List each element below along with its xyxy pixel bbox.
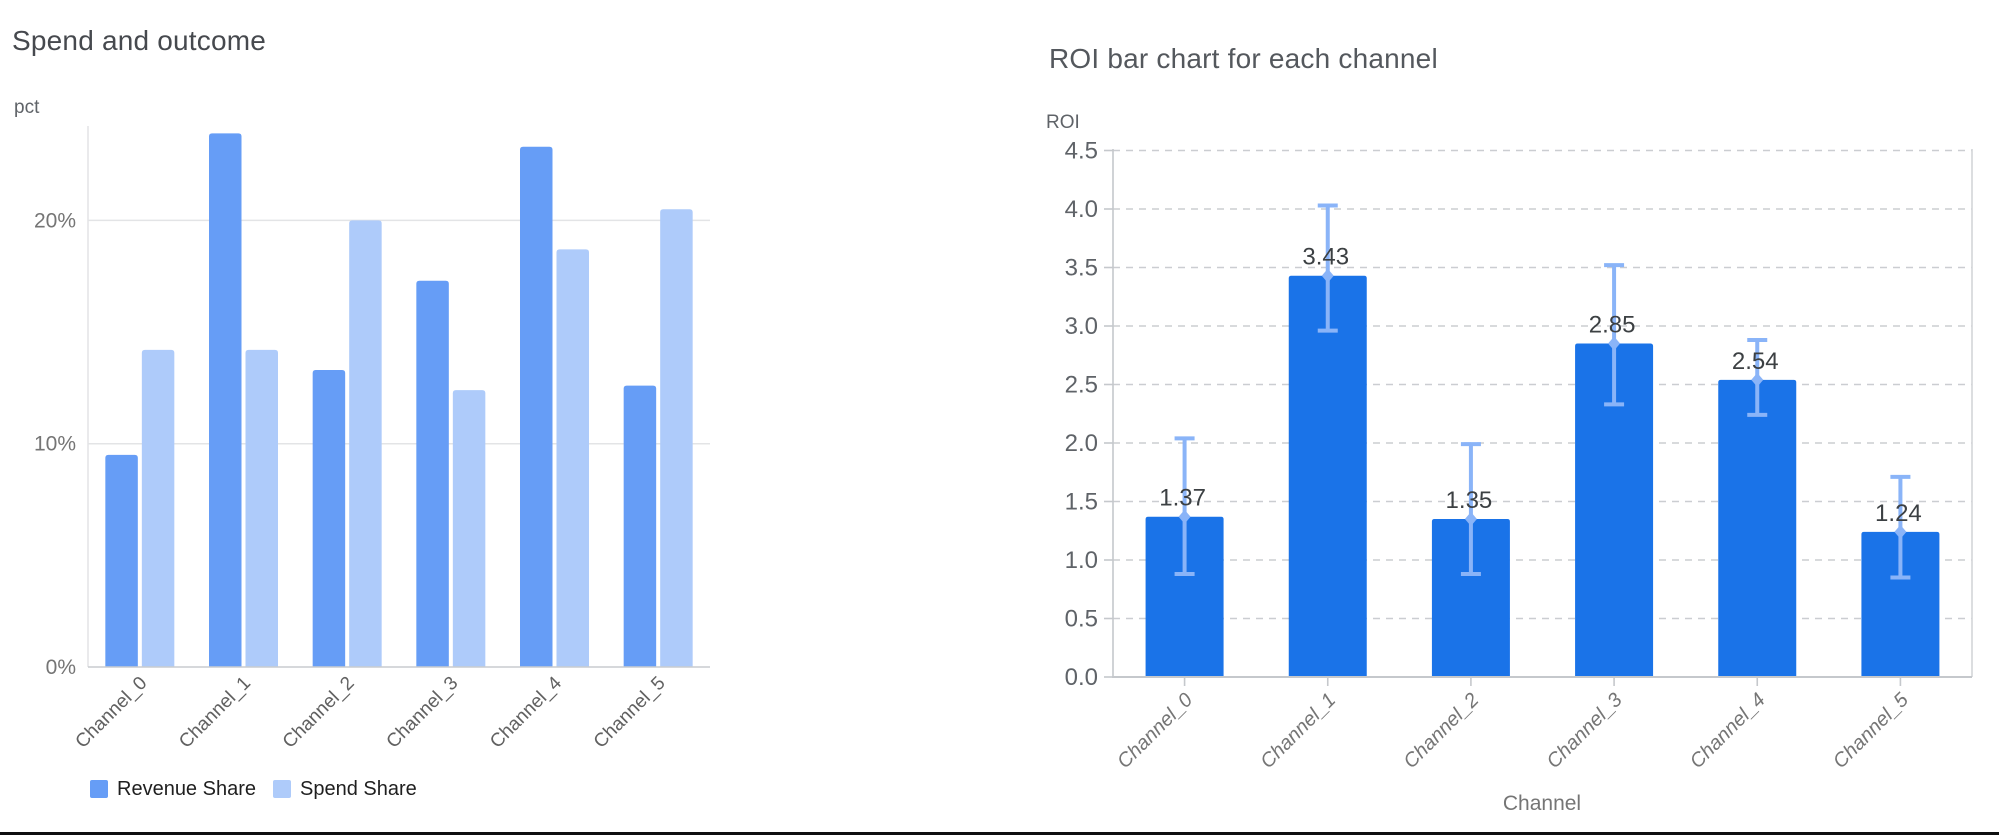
right-y-tick-label: 3.5 — [1065, 255, 1098, 282]
right-chart-title: ROI bar chart for each channel — [1049, 43, 1438, 74]
spend-share-swatch — [273, 780, 291, 798]
right-y-tick-label: 0.5 — [1065, 606, 1098, 633]
right-chart-plot: 0.0 0.5 1.0 1.5 2.0 2.5 3.0 3.5 4.0 4.5 1.37 3.43 1.… — [1065, 138, 1973, 773]
error-bar-marker — [1178, 509, 1191, 524]
spend-share-bar — [556, 249, 589, 667]
right-x-category-label: Channel_0 — [1113, 689, 1197, 773]
left-chart-plot: 0% 10% 20% Channel_0 Channel_1 Channel_2 Chann… — [34, 126, 710, 753]
roi-bar — [1145, 516, 1224, 677]
roi-bar — [1288, 275, 1367, 677]
right-y-tick-label: 1.5 — [1065, 489, 1098, 516]
right-y-tick-label: 2.5 — [1065, 372, 1098, 399]
left-chart-title: Spend and outcome — [12, 25, 267, 56]
right-y-tick-label: 2.0 — [1065, 430, 1098, 457]
roi-bar — [1718, 379, 1797, 677]
spend-share-bar — [141, 349, 175, 667]
error-bar-marker — [1894, 524, 1907, 539]
spend-share-bar — [452, 390, 486, 667]
roi-value-label: 1.37 — [1159, 485, 1206, 512]
roi-value-label: 1.35 — [1446, 487, 1493, 514]
revenue-share-bar — [623, 385, 657, 667]
error-bar-marker — [1751, 372, 1764, 387]
left-x-category-label: Channel_2 — [279, 673, 359, 753]
revenue-share-bar — [105, 454, 138, 667]
right-y-tick-label: 3.0 — [1065, 313, 1098, 340]
right-chart-x-axis-title: Channel — [1502, 792, 1582, 815]
left-x-category-label: Channel_1 — [175, 673, 255, 753]
right-y-tick-label: 4.0 — [1065, 196, 1098, 223]
right-x-category-label: Channel_5 — [1829, 688, 1914, 773]
revenue-share-bar — [312, 370, 346, 667]
legend-item-revenue-share: Revenue Share — [90, 777, 256, 800]
spend-share-bar — [349, 220, 382, 667]
roi-value-label: 3.43 — [1302, 244, 1349, 271]
right-x-category-label: Channel_1 — [1256, 689, 1340, 773]
right-x-category-label: Channel_2 — [1399, 689, 1483, 773]
right-y-tick-label: 1.0 — [1065, 547, 1098, 574]
error-bar-marker — [1464, 512, 1477, 527]
right-x-category-label: Channel_3 — [1543, 689, 1627, 773]
bottom-divider — [0, 832, 1999, 835]
spend-share-bar — [660, 209, 693, 668]
spend-share-legend-label: Spend Share — [300, 777, 417, 800]
revenue-share-legend-label: Revenue Share — [117, 777, 256, 800]
revenue-share-swatch — [90, 780, 108, 798]
left-x-category-label: Channel_4 — [486, 672, 566, 752]
roi-bar — [1575, 343, 1654, 677]
revenue-share-bar — [520, 146, 553, 667]
right-chart-y-axis-label: ROI — [1046, 112, 1080, 133]
right-y-tick-label: 4.5 — [1065, 138, 1098, 165]
left-chart-y-axis-unit: pct — [14, 97, 40, 118]
error-bar-marker — [1608, 336, 1621, 351]
roi-bar — [1431, 519, 1510, 677]
left-y-tick-label: 10% — [34, 433, 76, 456]
left-y-tick-label: 0% — [46, 656, 76, 679]
roi-value-label: 1.24 — [1875, 500, 1922, 527]
right-y-tick-label: 0.0 — [1065, 664, 1098, 691]
revenue-share-bar — [416, 280, 449, 667]
roi-value-label: 2.85 — [1589, 312, 1636, 339]
spend-share-bar — [245, 349, 278, 667]
right-x-category-label: Channel_4 — [1686, 689, 1770, 773]
roi-bar — [1861, 531, 1940, 677]
left-x-category-label: Channel_0 — [72, 673, 152, 753]
legend-item-spend-share: Spend Share — [273, 777, 417, 800]
left-x-category-label: Channel_5 — [590, 673, 670, 753]
revenue-share-bar — [209, 133, 242, 668]
left-x-category-label: Channel_3 — [383, 673, 463, 753]
error-bar-marker — [1321, 268, 1334, 283]
roi-value-label: 2.54 — [1732, 348, 1779, 375]
left-y-tick-label: 20% — [34, 209, 76, 232]
